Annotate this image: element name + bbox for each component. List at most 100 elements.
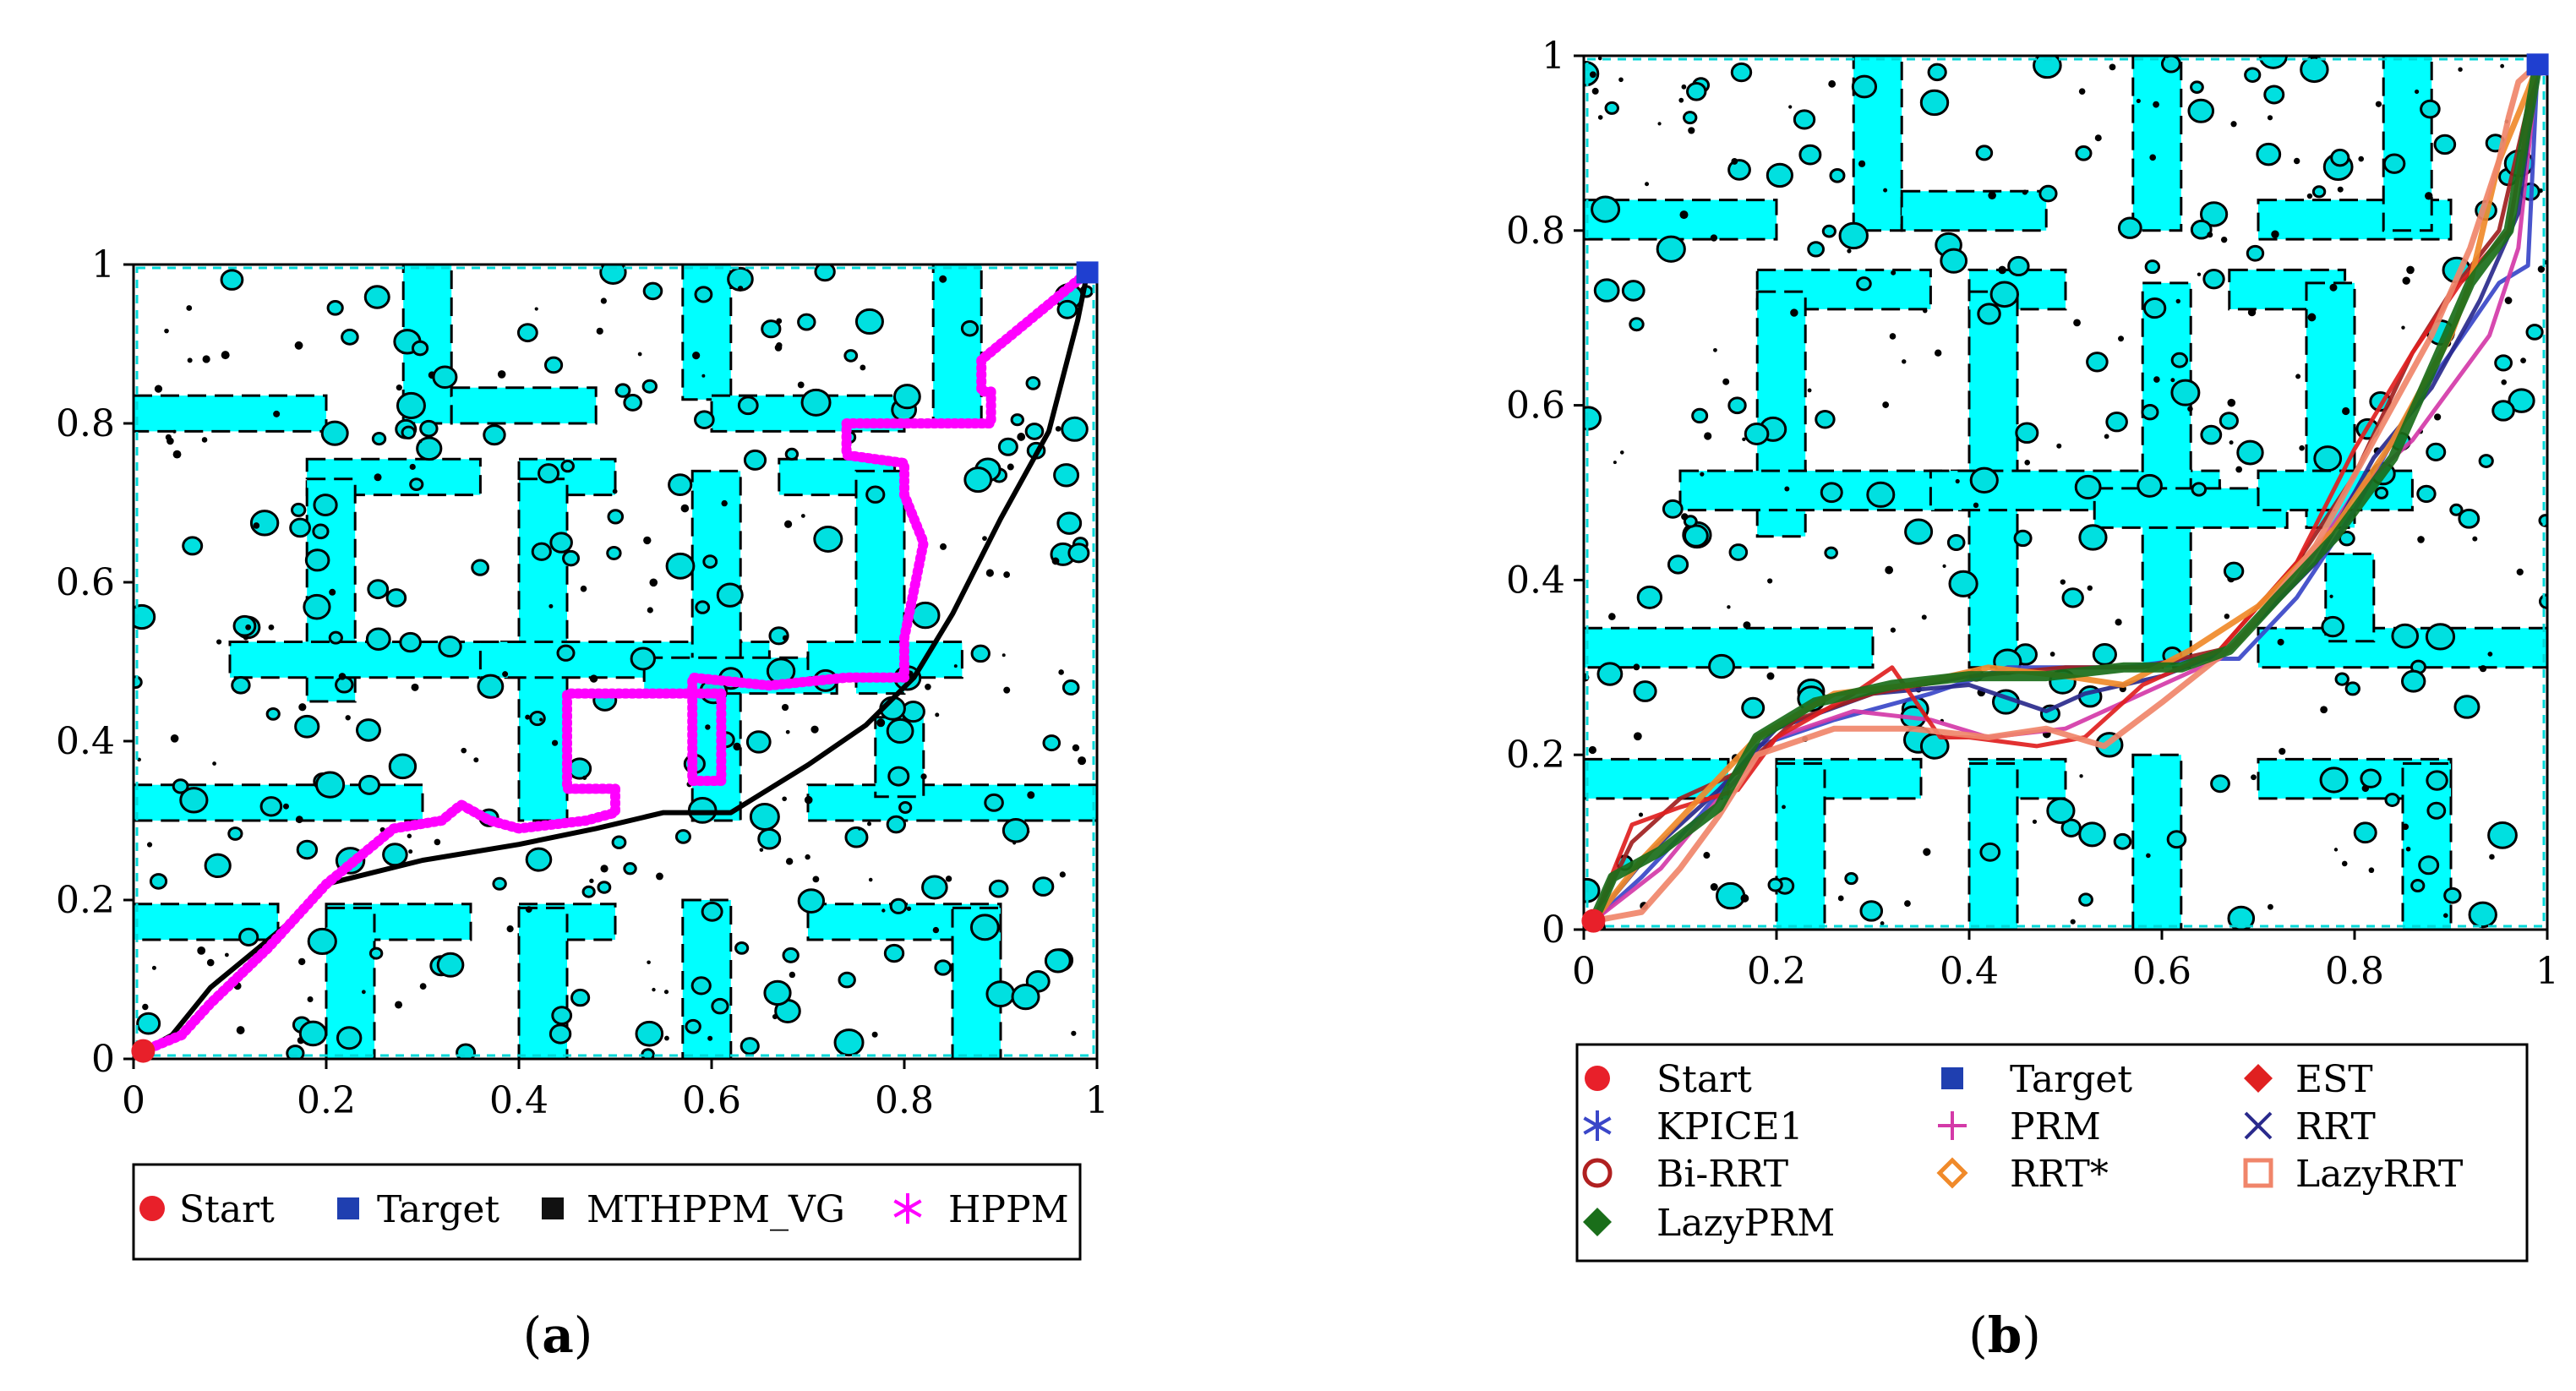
caption-a-open: ( [523,1306,543,1364]
dot-obstacle [1955,478,1960,484]
dot-obstacle [1740,894,1749,903]
dot-obstacle [1619,450,1624,455]
circle-obstacle [2426,442,2447,461]
dot-obstacle [1003,686,1011,694]
y-tick-label: 0.8 [1506,210,1565,253]
dot-obstacle [2060,579,2066,585]
circle-obstacle [367,579,390,600]
dot-obstacle [1889,333,1897,340]
dot-obstacle [1882,401,1890,408]
circle-obstacle [838,971,856,989]
dot-obstacle [2207,232,2213,238]
dot-obstacle [2268,903,2273,910]
caption-a-close: ) [574,1306,593,1364]
circle-obstacle [2246,244,2265,262]
dot-obstacle [2402,823,2410,831]
dot-obstacle [867,821,872,826]
dot-obstacle [656,872,663,881]
dot-obstacle [1767,578,1773,584]
circle-obstacle [1593,278,1620,303]
circle-obstacle [1820,482,1843,504]
dot-obstacle [810,725,819,734]
circle-obstacle [1919,89,1950,117]
circle-obstacle [1969,466,1999,494]
circle-obstacle [2190,80,2204,94]
circle-obstacle [1741,696,1766,719]
circle-obstacle [1596,662,1624,686]
circle-obstacle [1691,407,1709,424]
dot-obstacle [201,437,208,443]
dot-obstacle [506,925,514,933]
x-tick-label: 0.2 [1747,950,1806,993]
circle-obstacle [1010,413,1024,427]
dot-obstacle [1828,79,1836,88]
dot-obstacle [2425,192,2433,200]
circle-obstacle [2210,774,2230,794]
circle-obstacle [2170,352,2189,368]
dot-obstacle [2220,236,2228,243]
circle-obstacle [607,509,625,525]
dot-obstacle [1613,461,1617,465]
circle-obstacle [2508,388,2535,413]
circle-obstacle [432,365,458,390]
circle-obstacle [1940,248,1968,274]
x-tick-label: 1 [1085,1079,1109,1122]
dot-obstacle [600,297,607,304]
dot-obstacle [932,926,940,934]
dot-obstacle [137,757,141,762]
circle-obstacle [298,1020,328,1047]
dot-obstacle [2306,193,2313,199]
circle-obstacle [314,771,346,799]
dot-obstacle [1988,191,1996,200]
circle-obstacle [901,700,925,723]
dot-obstacle [245,624,252,630]
dot-obstacle [1017,433,1026,441]
dot-obstacle [1883,188,1888,193]
dot-obstacle [2406,265,2415,275]
circle-obstacle [358,774,381,795]
circle-obstacle [2117,216,2142,239]
dot-obstacle [797,381,805,389]
dot-obstacle [2109,63,2116,71]
dot-obstacle [2401,325,2405,330]
legend-b-marker [1582,1158,1613,1188]
circle-obstacle [2426,801,2447,820]
dot-obstacle [408,849,413,854]
circle-obstacle [2142,297,2167,319]
dot-obstacle [982,536,987,542]
circle-obstacle [665,552,696,580]
legend-b-label: EST [2295,1058,2373,1101]
circle-obstacle [1629,317,1645,332]
circle-obstacle [2410,879,2426,893]
circle-obstacle [2487,821,2518,849]
circle-obstacle [2478,454,2494,468]
dot-obstacle [2197,272,2202,276]
circle-obstacle [382,843,408,867]
dot-obstacle [2337,186,2344,193]
circle-obstacle [2075,145,2093,161]
circle-obstacle [1656,235,1686,263]
circle-obstacle [893,384,921,410]
circle-obstacle [1824,546,1838,559]
circle-obstacle [2353,821,2377,844]
markers-b [1581,53,2549,933]
circle-obstacle [1716,881,1746,910]
x-tick-label: 0.6 [682,1079,741,1122]
circle-obstacle [2256,142,2282,166]
dot-obstacle [253,522,260,529]
dot-obstacle [186,305,193,311]
circle-obstacle [1844,871,1858,886]
legend-b-marker [1938,1111,1967,1140]
dot-obstacle [1891,270,1897,275]
y-tick-label: 0 [1542,908,1565,952]
dot-obstacle [396,385,402,391]
legend-b-marker [1583,1208,1612,1236]
dot-obstacle [2149,154,2156,161]
dot-obstacle [1790,308,1798,317]
circle-obstacle [2244,67,2262,83]
circle-obstacle [2137,473,2163,498]
series-group-b [1588,59,2543,926]
circle-obstacle [436,952,465,978]
dot-obstacle [1618,77,1624,83]
circle-obstacle [1821,224,1836,238]
